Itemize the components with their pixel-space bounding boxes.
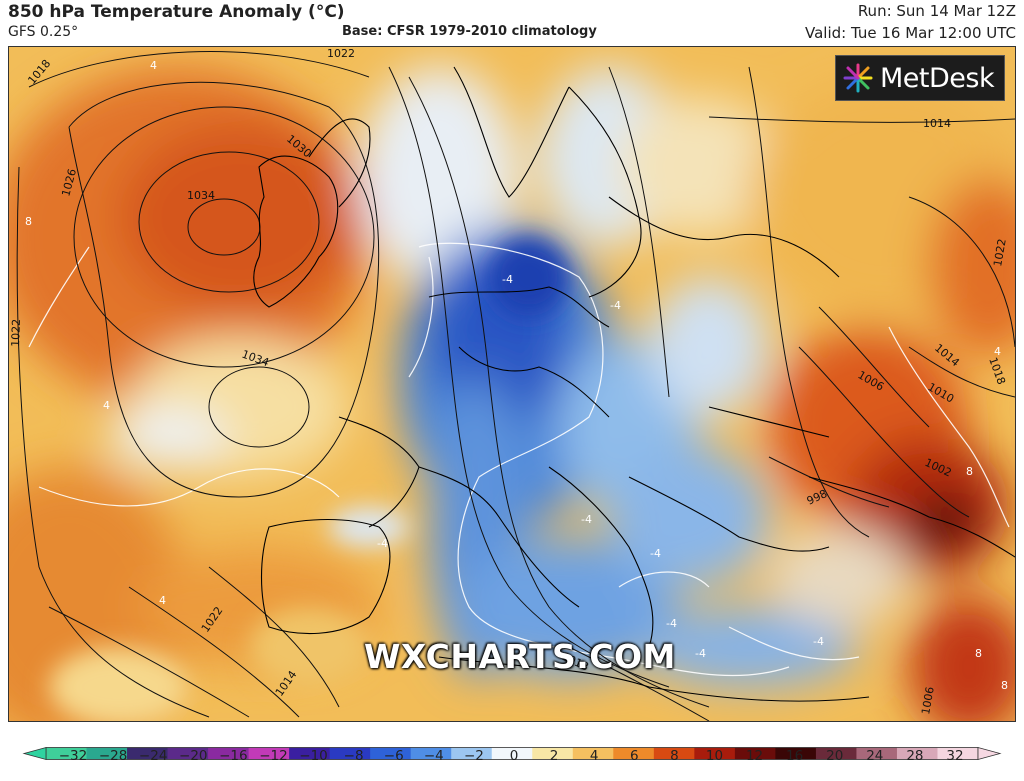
colorbar-tick-label: −20 [179, 748, 208, 764]
colorbar-segments [45, 747, 979, 760]
colorbar-tick-label: −12 [259, 748, 288, 764]
colorbar-segment [491, 747, 533, 760]
anomaly-label: 4 [159, 594, 166, 607]
colorbar-ticks: −32 −28 −24 −20 −16 −12 −10 −8 −6 −4 −2 0 2 4 6 8 10 12 16… [0, 748, 1024, 772]
anomaly-label: -4 [666, 617, 677, 630]
colorbar-segment [167, 747, 209, 760]
colorbar-tick-label: 24 [866, 748, 884, 764]
colorbar-segment [86, 747, 128, 760]
colorbar-segment [532, 747, 574, 760]
colorbar-tick-label: −32 [58, 748, 88, 764]
anomaly-label: -4 [650, 547, 661, 560]
anomaly-label: 4 [103, 399, 110, 412]
colorbar-segment [572, 747, 614, 760]
map-canvas: 1018 1022 1030 1034 1026 1022 1034 1014 … [9, 47, 1015, 721]
colorbar-segment [289, 747, 331, 760]
colorbar-tick-label: 32 [946, 748, 964, 764]
colorbar-segment [370, 747, 412, 760]
anomaly-label: -4 [377, 537, 388, 550]
anomaly-label: 8 [25, 215, 32, 228]
colorbar-segment [613, 747, 655, 760]
colorbar-tick-label: −8 [343, 748, 364, 764]
anomaly-field [9, 67, 1015, 721]
anomaly-label: 4 [150, 59, 157, 72]
anomaly-map: 1018 1022 1030 1034 1026 1022 1034 1014 … [8, 46, 1016, 722]
colorbar-segment [815, 747, 857, 760]
isobar-label: 1034 [187, 189, 215, 202]
colorbar-high-arrow [977, 746, 1002, 761]
colorbar-tick-label: −10 [299, 748, 328, 764]
colorbar-tick-label: −28 [98, 748, 128, 764]
isobar-label: 1022 [991, 238, 1009, 268]
anomaly-label: 8 [975, 647, 982, 660]
anomaly-label: 8 [966, 465, 973, 478]
anomaly-labels: 4 8 4 -4 -4 4 -4 -4 -4 -4 -4 -4 8 8 8 4 [25, 59, 1008, 692]
logo-text: MetDesk [880, 62, 995, 94]
anomaly-label: 4 [994, 345, 1001, 358]
colorbar-tick-label: −2 [463, 748, 484, 764]
isobar-label: 1022 [9, 319, 23, 347]
metdesk-logo: MetDesk [835, 55, 1005, 101]
colorbar-segment [451, 747, 493, 760]
watermark: WXCHARTS.COM [364, 637, 676, 676]
colorbar-segment [248, 747, 290, 760]
colorbar-tick-label: 10 [705, 748, 724, 764]
isobar-label: 1014 [923, 117, 951, 130]
anomaly-label: -4 [610, 299, 621, 312]
isobar-label: 1022 [327, 47, 355, 60]
anomaly-label: -4 [695, 647, 706, 660]
anomaly-contours [28, 242, 1010, 677]
colorbar-low-arrow [22, 746, 47, 761]
chart-title: 850 hPa Temperature Anomaly (°C) [8, 2, 345, 22]
colorbar-tick-label: 12 [745, 748, 764, 764]
anomaly-label: -4 [502, 273, 513, 286]
colorbar [22, 746, 1002, 761]
colorbar-segment [410, 747, 452, 760]
anomaly-label: -4 [581, 513, 592, 526]
anomaly-label: -4 [813, 635, 824, 648]
climatology-base: Base: CFSR 1979-2010 climatology [342, 24, 597, 39]
colorbar-segment [208, 747, 250, 760]
isobars [16, 51, 1015, 721]
colorbar-tick-label: −16 [219, 748, 248, 764]
colorbar-tick-label: 6 [629, 748, 639, 764]
colorbar-tick-label: 0 [509, 748, 519, 764]
colorbar-segment [46, 747, 88, 760]
colorbar-tick-label: 20 [826, 748, 844, 764]
colorbar-tick-label: 2 [549, 748, 559, 764]
colorbar-segment [775, 747, 817, 760]
anomaly-detail [49, 237, 569, 721]
model-label: GFS 0.25° [8, 24, 79, 40]
colorbar-segment [734, 747, 776, 760]
colorbar-segment [856, 747, 898, 760]
colorbar-segment [937, 747, 979, 760]
colorbar-tick-label: 4 [589, 748, 599, 764]
colorbar-segment [653, 747, 695, 760]
run-time: Run: Sun 14 Mar 12Z [857, 2, 1016, 20]
colorbar-tick-label: −24 [138, 748, 168, 764]
chart-header: 850 hPa Temperature Anomaly (°C) GFS 0.2… [0, 0, 1024, 46]
colorbar-tick-label: 8 [670, 748, 679, 764]
colorbar-tick-label: 28 [906, 748, 924, 764]
anomaly-label: 8 [1001, 679, 1008, 692]
colorbar-tick-label: −4 [423, 748, 444, 764]
metdesk-starburst-icon [843, 63, 873, 93]
valid-time: Valid: Tue 16 Mar 12:00 UTC [804, 24, 1016, 42]
colorbar-segment [127, 747, 169, 760]
colorbar-tick-label: 16 [786, 748, 804, 764]
isobar-label: 1006 [919, 686, 937, 716]
colorbar-segment [896, 747, 938, 760]
colorbar-segment [694, 747, 736, 760]
coastlines [253, 66, 1015, 702]
colorbar-segment [329, 747, 371, 760]
colorbar-tick-label: −6 [383, 748, 404, 764]
